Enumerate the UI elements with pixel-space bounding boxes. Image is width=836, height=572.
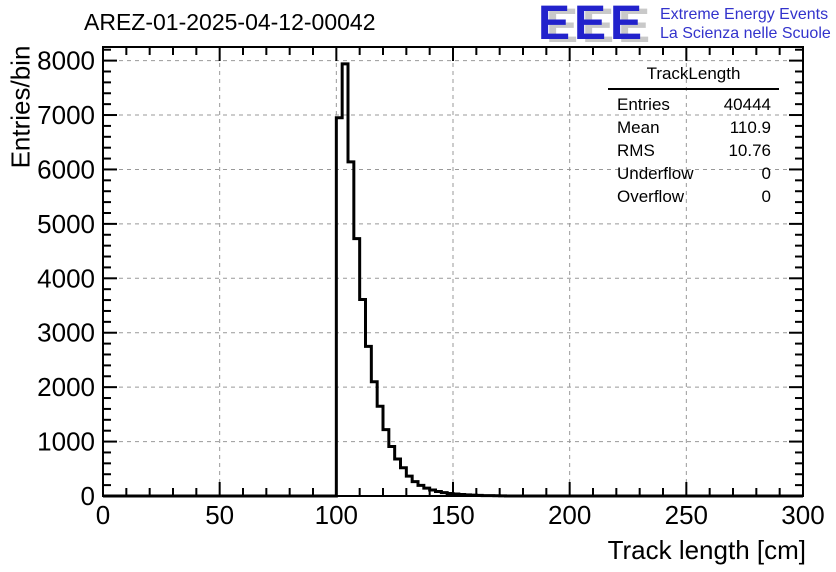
stats-value: 10.76 [728,141,771,160]
stats-box-rows: Entries 40444 Mean 110.9 RMS 10.76 Under… [608,90,779,208]
stats-label: RMS [617,141,655,160]
stats-value: 0 [761,187,771,206]
stats-row-rms: RMS 10.76 [608,139,779,162]
x-tick-label: 250 [665,500,708,530]
stats-box-title: TrackLength [608,62,779,90]
eee-logo-taglines: Extreme Energy Events La Scienza nelle S… [660,5,831,43]
y-tick-label: 0 [81,481,95,511]
stats-box: TrackLength Entries 40444 Mean 110.9 RMS… [608,62,779,208]
eee-logo-tagline-2: La Scienza nelle Scuole [660,25,831,42]
x-tick-label: 50 [205,500,234,530]
x-tick-label: 200 [548,500,591,530]
y-tick-label: 2000 [37,372,95,402]
x-tick-label: 0 [96,500,110,530]
y-axis-title: Entries/bin [5,45,36,169]
stats-value: 40444 [723,95,771,114]
stats-value: 0 [761,164,771,183]
stats-value: 110.9 [729,118,771,137]
y-tick-label: 6000 [37,154,95,184]
eee-logo-tagline-1: Extreme Energy Events [660,6,829,23]
stats-row-overflow: Overflow 0 [608,185,779,208]
y-tick-label: 5000 [37,209,95,239]
stats-label: Entries [617,95,670,114]
chart-title: AREZ-01-2025-04-12-00042 [84,9,376,35]
x-tick-label: 300 [781,500,824,530]
x-axis-title: Track length [cm] [607,535,806,565]
y-tick-label: 3000 [37,318,95,348]
y-tick-label: 1000 [37,427,95,457]
y-tick-label: 8000 [37,46,95,76]
stats-row-entries: Entries 40444 [608,93,779,116]
stats-label: Overflow [617,187,685,206]
stats-label: Underflow [617,164,694,183]
x-tick-label: 100 [315,500,358,530]
y-tick-label: 4000 [37,263,95,293]
stats-row-mean: Mean 110.9 [608,116,779,139]
stats-row-underflow: Underflow 0 [608,162,779,185]
x-tick-label: 150 [431,500,474,530]
eee-logo: EEE [538,0,647,50]
stats-label: Mean [617,118,660,137]
y-tick-label: 7000 [37,100,95,130]
